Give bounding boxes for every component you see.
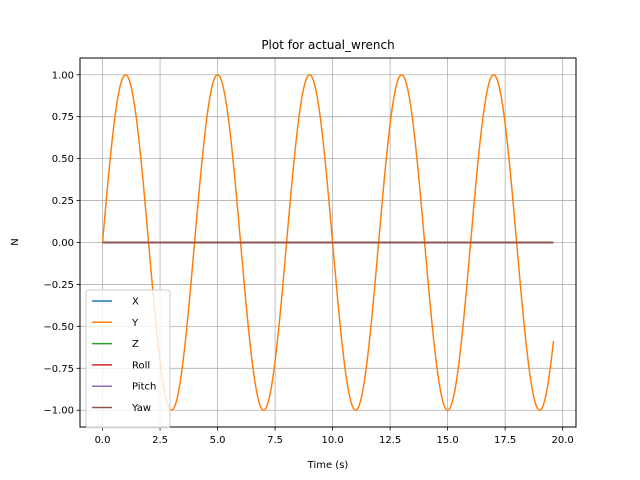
series-lines: [101, 74, 555, 411]
legend-label-z: Z: [132, 339, 139, 350]
y-axis-label: N: [10, 238, 21, 245]
x-tick-label: 0.0: [95, 435, 111, 446]
x-tick-label: 15.0: [436, 435, 458, 446]
y-tick-label: 0.75: [52, 112, 74, 123]
x-axis-label: Time (s): [307, 460, 349, 471]
legend-box: [85, 289, 171, 429]
series-line-y: [101, 74, 555, 411]
x-tick-label: 5.0: [210, 435, 226, 446]
y-tick-label: 0.00: [52, 238, 74, 249]
y-tick-label: −0.75: [43, 364, 74, 375]
x-tick-label: 20.0: [552, 435, 574, 446]
legend-label-y: Y: [131, 318, 139, 329]
y-tick-label: −0.25: [43, 280, 74, 291]
y-tick-label: −1.00: [43, 406, 74, 417]
legend-label-x: X: [132, 297, 139, 308]
ticks: 0.0 2.5 5.0 7.5 10.0 12.5 15.0 17.5 20.0 −1.00 −0.…: [43, 70, 573, 446]
x-tick-label: 2.5: [152, 435, 168, 446]
x-tick-label: 17.5: [494, 435, 516, 446]
x-tick-label: 12.5: [379, 435, 401, 446]
y-tick-label: −0.50: [43, 322, 74, 333]
y-tick-label: 0.25: [52, 196, 74, 207]
y-tick-label: 1.00: [52, 70, 74, 81]
legend-label-pitch: Pitch: [132, 382, 156, 393]
x-tick-label: 7.5: [267, 435, 283, 446]
legend: XYZ Roll Pitch Yaw: [85, 289, 171, 429]
legend-label-roll: Roll: [132, 360, 150, 371]
chart-title: Plot for actual_wrench: [261, 38, 394, 52]
x-tick-label: 10.0: [321, 435, 343, 446]
y-tick-label: 0.50: [52, 154, 74, 165]
legend-label-yaw: Yaw: [131, 403, 151, 414]
